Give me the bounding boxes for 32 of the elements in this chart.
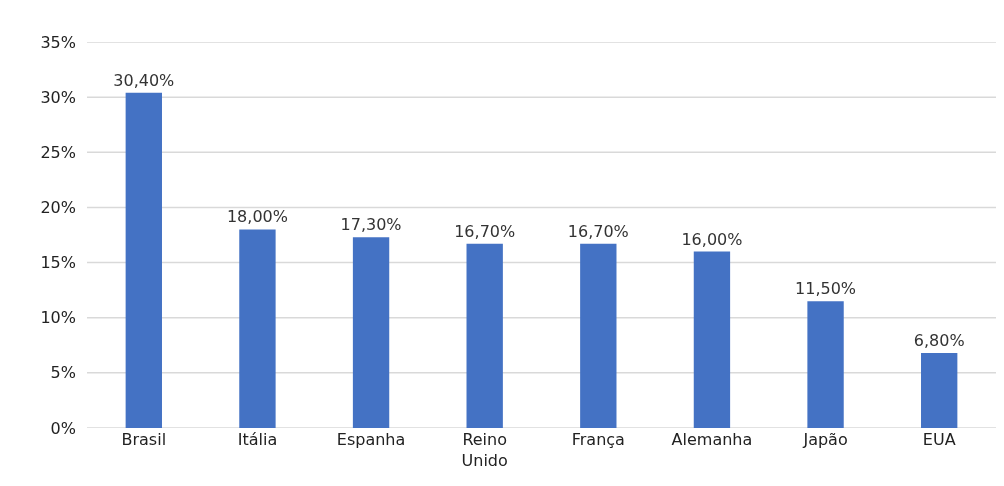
data-label: 16,00% (681, 229, 743, 249)
x-tick-label: Brasil (121, 430, 167, 449)
y-tick-label: 5% (50, 363, 76, 383)
y-tick-label: 30% (40, 87, 76, 107)
y-tick-label: 10% (40, 308, 76, 328)
bar (352, 237, 390, 428)
bar (807, 301, 844, 428)
x-tick-label: Espanha (336, 430, 406, 449)
bar (466, 243, 503, 428)
data-label: 30,40% (113, 70, 175, 90)
y-tick-label: 25% (40, 142, 76, 162)
y-tick-label: 20% (40, 198, 76, 218)
x-tick-label: Itália (237, 430, 278, 449)
y-tick-label: 0% (50, 418, 76, 438)
x-tick-label: Japão (802, 430, 848, 449)
data-label: 17,30% (340, 215, 402, 235)
data-label: 16,70% (567, 221, 629, 241)
x-tick-label: Alemanha (671, 430, 753, 449)
data-label: 6,80% (913, 331, 965, 351)
bar (125, 92, 162, 428)
bar (580, 243, 617, 428)
data-label: 16,70% (454, 221, 516, 241)
x-tick-label: EUA (922, 430, 956, 449)
y-tick-label: 15% (40, 253, 76, 273)
bar (239, 229, 276, 428)
x-tick-label: França (571, 430, 625, 449)
data-label: 11,50% (795, 279, 857, 299)
x-tick-label: Reino Unido (461, 430, 508, 470)
bar (693, 251, 731, 428)
y-tick-label: 35% (40, 32, 76, 52)
data-label: 18,00% (226, 207, 288, 227)
bar (921, 353, 958, 428)
